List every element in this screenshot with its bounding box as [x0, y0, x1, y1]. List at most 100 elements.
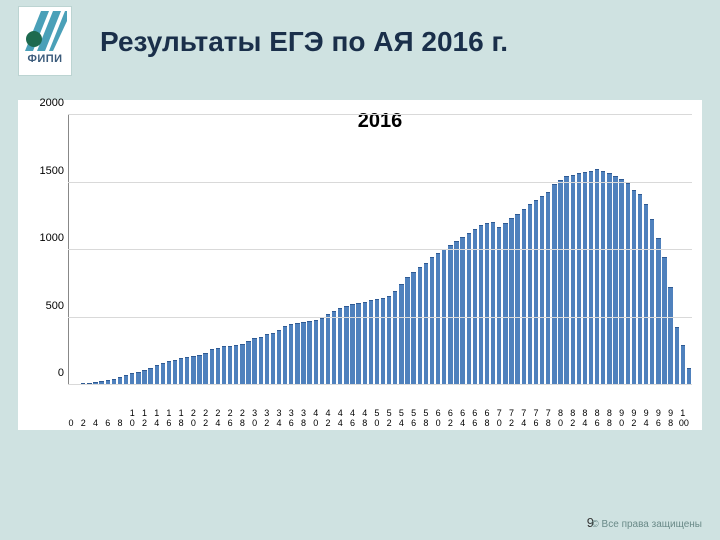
bar: [436, 253, 440, 385]
bar: [528, 204, 532, 385]
x-tick-label: 30: [251, 408, 259, 428]
fipi-logo-graphic: [23, 11, 67, 51]
bar: [485, 223, 489, 385]
bar: [399, 284, 403, 385]
x-tick-label: 48: [361, 408, 369, 428]
x-tick-label: 2: [79, 418, 87, 428]
bar: [381, 298, 385, 385]
bar: [619, 179, 623, 385]
bar: [638, 194, 642, 385]
bar: [601, 171, 605, 385]
bar: [644, 204, 648, 385]
bar: [320, 318, 324, 385]
x-tick-label: 38: [300, 408, 308, 428]
bar: [295, 323, 299, 385]
bar: [589, 171, 593, 385]
x-tick-label: 42: [324, 408, 332, 428]
bar: [393, 291, 397, 385]
bar: [509, 218, 513, 385]
bar: [424, 263, 428, 386]
y-tick-label: 1000: [28, 232, 64, 244]
bar: [467, 233, 471, 385]
x-tick-label: 52: [385, 408, 393, 428]
bar: [203, 353, 207, 385]
bar: [148, 368, 152, 385]
bar: [356, 303, 360, 385]
bar: [307, 321, 311, 385]
x-tick-label: 96: [654, 408, 662, 428]
bar: [454, 241, 458, 385]
bar: [363, 302, 367, 385]
bar: [540, 196, 544, 385]
bars-group: [68, 115, 692, 385]
bar: [460, 237, 464, 385]
bar: [497, 227, 501, 385]
x-tick-label: 84: [581, 408, 589, 428]
bar: [197, 355, 201, 385]
slide: ФИПИ Результаты ЕГЭ по АЯ 2016 г. 2016 0…: [0, 0, 720, 540]
bar: [681, 345, 685, 385]
bar: [369, 300, 373, 385]
x-tick-label: 64: [459, 408, 467, 428]
x-tick-label: 60: [434, 408, 442, 428]
x-tick-label: 22: [202, 408, 210, 428]
bar: [271, 333, 275, 385]
bar: [314, 320, 318, 385]
bar: [185, 357, 189, 385]
x-tick-label: 76: [532, 408, 540, 428]
bar: [546, 192, 550, 385]
x-tick-label: 18: [177, 408, 185, 428]
x-tick-label: 62: [446, 408, 454, 428]
bar: [668, 287, 672, 385]
x-tick-label: 12: [140, 408, 148, 428]
bar: [522, 209, 526, 386]
x-tick-label: 90: [618, 408, 626, 428]
bar: [240, 344, 244, 386]
bar: [265, 334, 269, 385]
x-axis: 0246810121416182022242628303234363840424…: [68, 388, 692, 428]
bar: [626, 183, 630, 385]
bar: [564, 176, 568, 385]
bar: [430, 257, 434, 385]
x-tick-label: 94: [642, 408, 650, 428]
bar: [222, 346, 226, 385]
bar: [503, 223, 507, 385]
x-tick-label: 68: [483, 408, 491, 428]
bar: [687, 368, 691, 385]
x-tick-label: 70: [495, 408, 503, 428]
x-tick-label: 74: [520, 408, 528, 428]
bar: [289, 324, 293, 385]
y-axis: 0500100015002000: [28, 115, 64, 385]
bar: [448, 245, 452, 385]
bar: [155, 365, 159, 385]
y-tick-label: 2000: [28, 97, 64, 109]
x-tick-label: 72: [508, 408, 516, 428]
bar: [387, 296, 391, 385]
bar: [173, 360, 177, 385]
x-tick-label: 6: [104, 418, 112, 428]
bar: [246, 341, 250, 385]
bar: [375, 299, 379, 385]
bar: [552, 184, 556, 385]
x-tick-label: 66: [471, 408, 479, 428]
bar: [613, 176, 617, 385]
grid-line: [68, 384, 692, 385]
bar: [534, 200, 538, 385]
bar: [491, 222, 495, 385]
x-tick-label: 34: [275, 408, 283, 428]
x-tick-label: 32: [263, 408, 271, 428]
bar: [191, 356, 195, 385]
bar: [234, 345, 238, 385]
fipi-logo-text: ФИПИ: [27, 53, 62, 65]
x-tick-label: 20: [189, 408, 197, 428]
bar: [338, 308, 342, 385]
bar: [142, 370, 146, 385]
x-tick-label: 58: [422, 408, 430, 428]
x-tick-label: 88: [605, 408, 613, 428]
bar: [411, 272, 415, 385]
x-tick-label: 50: [373, 408, 381, 428]
x-tick-label: 100: [679, 408, 687, 428]
bar: [577, 173, 581, 385]
x-tick-label: 98: [667, 408, 675, 428]
bar: [583, 172, 587, 385]
